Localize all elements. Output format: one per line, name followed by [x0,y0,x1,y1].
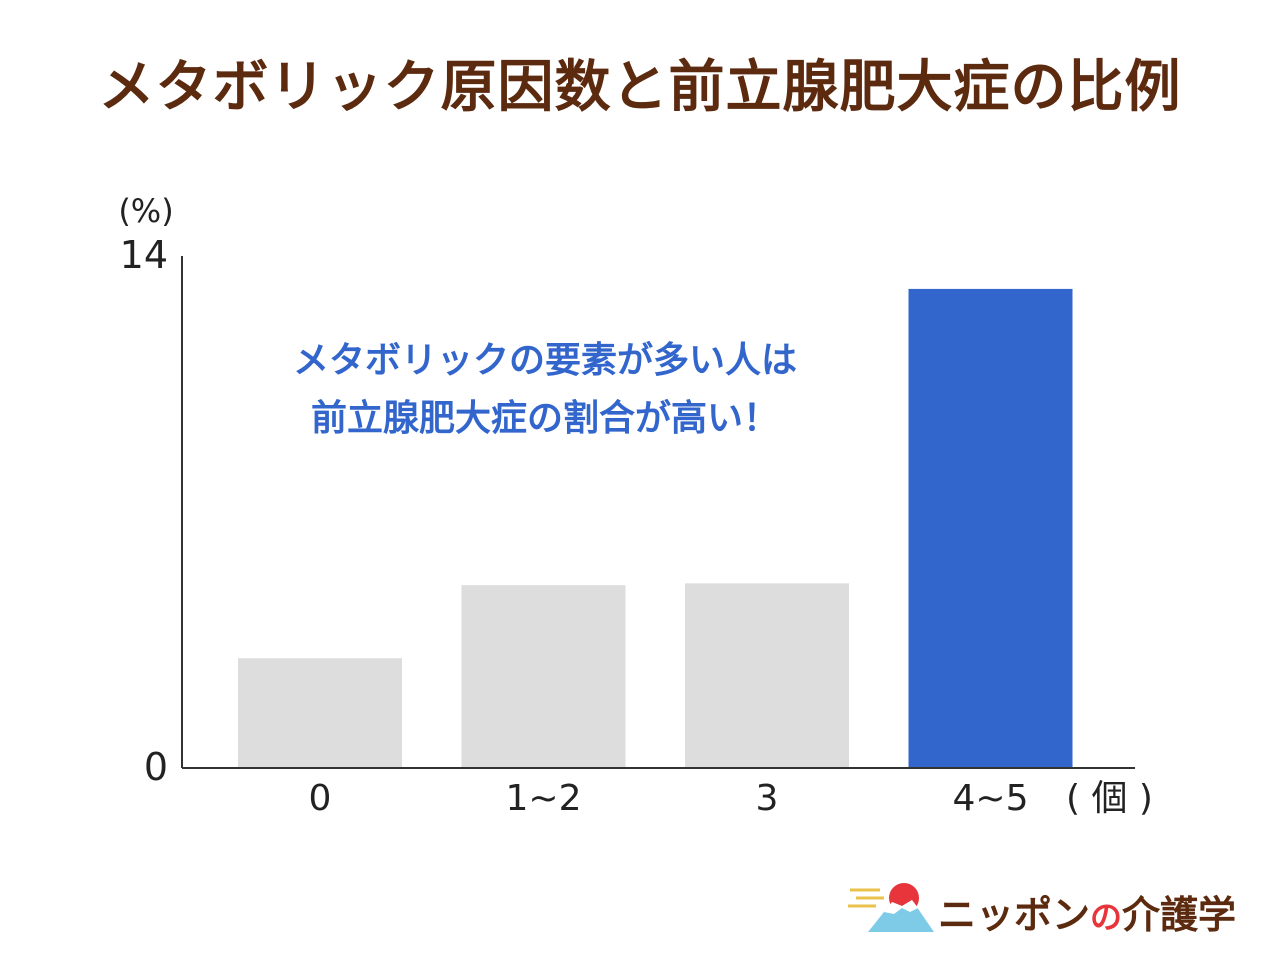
bar-3 [908,288,1073,768]
y-tick-label-0: 0 [144,745,168,789]
x-tick-label-2: 3 [756,778,779,819]
bar-2 [685,583,849,768]
x-tick-label-1: 1~2 [506,778,582,819]
y-axis-unit-label: (%) [118,192,173,230]
x-tick-label-0: 0 [309,778,332,819]
y-tick-label-1: 14 [120,233,168,277]
bar-0 [238,658,402,768]
brand-logo: ニッポンの介護学 [846,876,1256,937]
mountain-sun-icon [848,883,934,932]
y-tick-labels: 0 14 [120,233,168,789]
callout-line-1: メタボリックの要素が多い人は [292,340,797,381]
x-tick-label-3: 4~5 [953,778,1029,819]
bar-1 [461,585,626,768]
x-tick-labels: 0 1~2 3 4~5 [309,778,1029,819]
bars-group [238,288,1073,768]
callout-line-2: 前立腺肥大症の割合が高い！ [310,398,779,439]
chart-title: メタボリック原因数と前立腺肥大症の比例 [98,55,1182,120]
x-axis-unit-label: ( 個 ) [1066,778,1153,819]
callout-text: メタボリックの要素が多い人は 前立腺肥大症の割合が高い！ [215,332,875,448]
brand-name: ニッポンの介護学 [938,893,1237,937]
